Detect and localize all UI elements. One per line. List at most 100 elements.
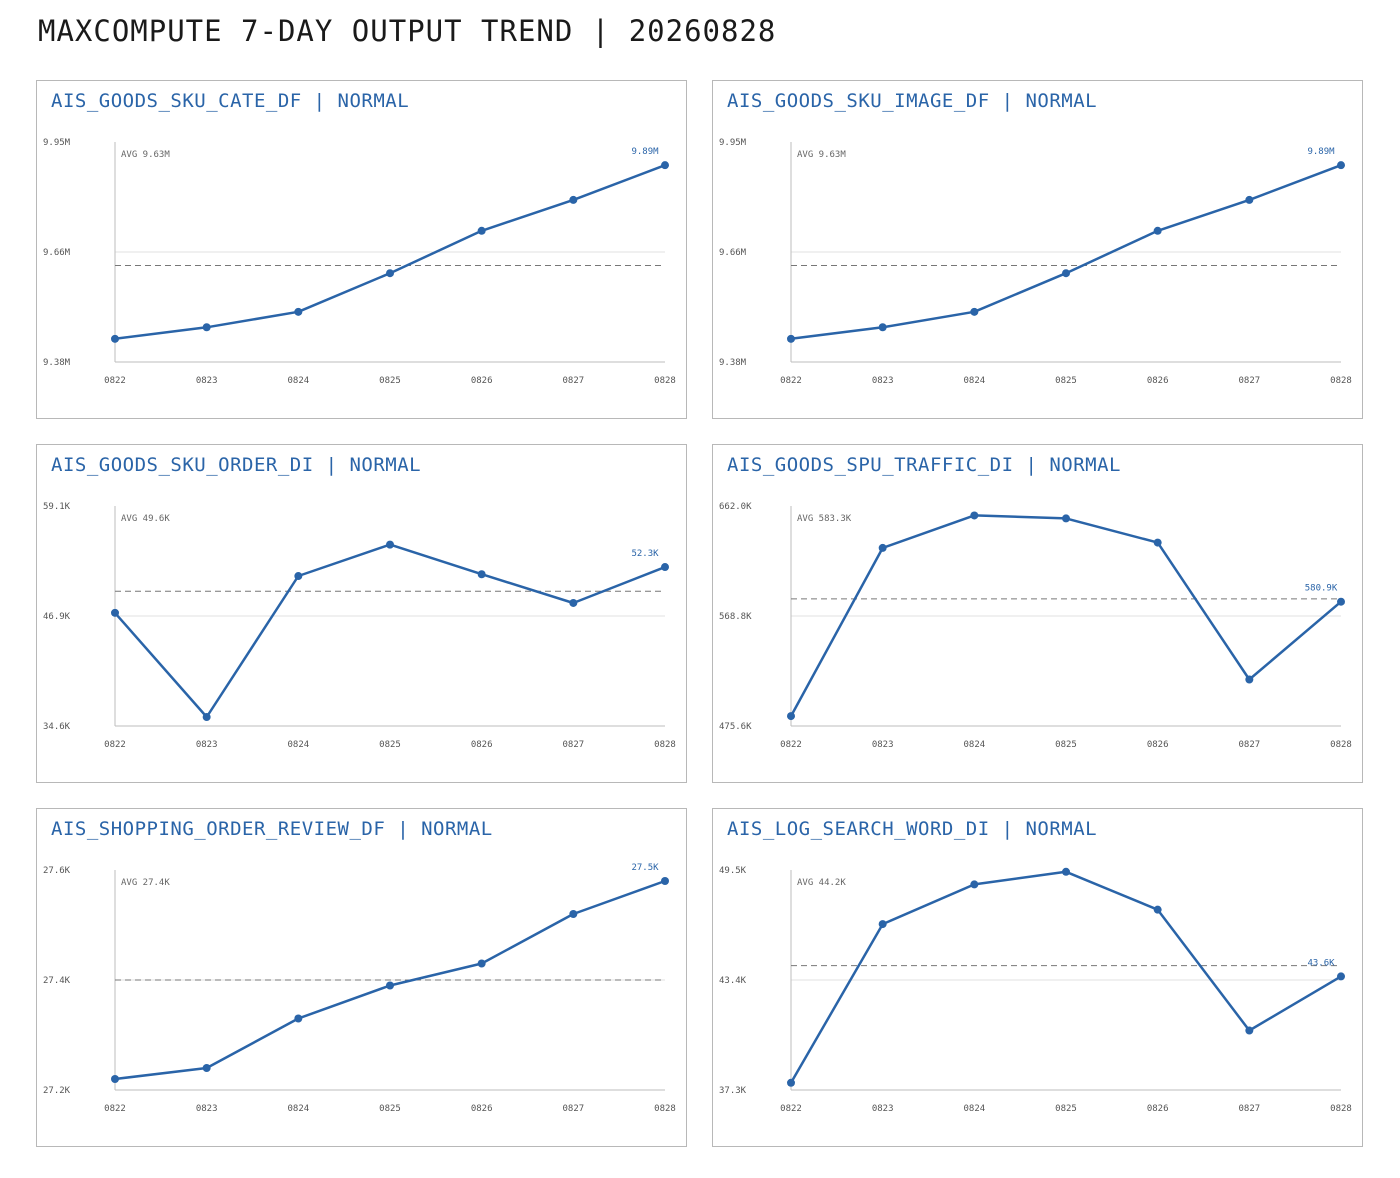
- y-tick-label: 9.95M: [719, 138, 747, 148]
- x-tick-label: 0824: [287, 376, 309, 386]
- average-label: AVG 27.4K: [121, 878, 170, 888]
- x-tick-label: 0826: [1147, 376, 1169, 386]
- average-label: AVG 9.63M: [797, 150, 846, 160]
- data-point: [569, 598, 578, 607]
- data-point: [569, 195, 578, 204]
- chart-title: AIS_GOODS_SPU_TRAFFIC_DI | NORMAL: [727, 454, 1121, 476]
- chart-title: AIS_GOODS_SKU_IMAGE_DF | NORMAL: [727, 90, 1098, 112]
- x-tick-label: 0824: [287, 1104, 309, 1114]
- x-tick-label: 0826: [471, 740, 493, 750]
- x-tick-label: 0822: [104, 740, 126, 750]
- x-tick-label: 0828: [1330, 740, 1352, 750]
- data-point: [1337, 597, 1345, 606]
- chart-panel: AIS_GOODS_SKU_IMAGE_DF | NORMAL 9.95M 9.66…: [712, 80, 1363, 419]
- y-tick-label: 568.8K: [719, 612, 752, 622]
- chart-title: AIS_GOODS_SKU_CATE_DF | NORMAL: [51, 90, 410, 112]
- y-tick-label: 475.6K: [719, 722, 752, 732]
- data-point: [477, 226, 486, 235]
- data-point: [970, 880, 979, 889]
- data-point: [386, 540, 394, 549]
- x-tick-label: 0823: [872, 376, 894, 386]
- chart-title: AIS_SHOPPING_ORDER_REVIEW_DF | NORMAL: [51, 818, 493, 840]
- y-tick-label: 49.5K: [719, 866, 747, 876]
- x-tick-label: 0825: [379, 1104, 401, 1114]
- y-tick-label: 9.38M: [719, 358, 747, 368]
- x-tick-label: 0824: [287, 740, 309, 750]
- data-point: [477, 959, 486, 968]
- x-tick-label: 0825: [1055, 1104, 1077, 1114]
- last-value-label: 580.9K: [1305, 584, 1338, 594]
- data-point: [202, 713, 211, 722]
- data-point: [661, 563, 669, 572]
- x-tick-label: 0824: [963, 376, 985, 386]
- data-point: [1153, 538, 1162, 547]
- x-tick-label: 0826: [1147, 740, 1169, 750]
- x-tick-label: 0822: [780, 376, 802, 386]
- data-point: [1153, 905, 1162, 914]
- line-chart: 49.5K 43.4K 37.3K 0822 0823 0824 0825 0826 0827 0…: [719, 866, 1352, 1114]
- data-point: [878, 920, 887, 929]
- chart-panel: AIS_GOODS_SKU_CATE_DF | NORMAL 9.95M 9.66M…: [36, 80, 687, 419]
- data-point: [878, 323, 887, 332]
- x-tick-label: 0823: [196, 376, 218, 386]
- x-tick-label: 0827: [562, 740, 584, 750]
- data-point: [1337, 161, 1345, 170]
- y-tick-label: 27.6K: [43, 866, 71, 876]
- data-point: [1245, 1026, 1254, 1035]
- data-point: [878, 543, 887, 552]
- data-point: [970, 307, 979, 316]
- data-point: [1062, 514, 1070, 523]
- x-tick-label: 0827: [1238, 376, 1260, 386]
- data-point: [111, 334, 119, 343]
- average-label: AVG 583.3K: [797, 514, 852, 524]
- chart-panel: AIS_GOODS_SPU_TRAFFIC_DI | NORMAL 662.0K 5…: [712, 444, 1363, 783]
- data-point: [1245, 675, 1254, 684]
- data-point: [1062, 867, 1070, 876]
- y-tick-label: 9.38M: [43, 358, 71, 368]
- x-tick-label: 0826: [471, 376, 493, 386]
- data-point: [787, 334, 795, 343]
- data-point: [787, 712, 795, 721]
- x-tick-label: 0822: [104, 1104, 126, 1114]
- average-label: AVG 9.63M: [121, 150, 170, 160]
- average-label: AVG 49.6K: [121, 514, 170, 524]
- chart-title: AIS_LOG_SEARCH_WORD_DI | NORMAL: [727, 818, 1098, 840]
- x-tick-label: 0827: [1238, 740, 1260, 750]
- data-point: [569, 910, 578, 918]
- last-value-label: 27.5K: [631, 863, 659, 873]
- series-line: [789, 870, 1342, 1084]
- x-tick-label: 0828: [654, 376, 676, 386]
- page-title: MAXCOMPUTE 7-DAY OUTPUT TREND | 20260828: [38, 14, 777, 48]
- data-point: [477, 570, 486, 579]
- data-point: [661, 877, 669, 885]
- data-point: [111, 1075, 119, 1083]
- x-tick-label: 0827: [1238, 1104, 1260, 1114]
- y-tick-label: 27.2K: [43, 1086, 71, 1096]
- series-line: [114, 543, 666, 719]
- last-value-label: 52.3K: [631, 549, 659, 559]
- data-point: [661, 161, 669, 170]
- data-point: [1337, 972, 1345, 981]
- x-tick-label: 0822: [780, 1104, 802, 1114]
- x-tick-label: 0822: [104, 376, 126, 386]
- data-point: [294, 307, 303, 316]
- x-tick-label: 0826: [1147, 1104, 1169, 1114]
- last-value-label: 9.89M: [631, 147, 659, 157]
- y-tick-label: 34.6K: [43, 722, 71, 732]
- chart-title: AIS_GOODS_SKU_ORDER_DI | NORMAL: [51, 454, 422, 476]
- y-tick-label: 46.9K: [43, 612, 71, 622]
- x-tick-label: 0828: [1330, 376, 1352, 386]
- x-tick-label: 0828: [1330, 1104, 1352, 1114]
- x-tick-label: 0826: [471, 1104, 493, 1114]
- data-point: [1153, 226, 1162, 235]
- x-tick-label: 0822: [780, 740, 802, 750]
- x-tick-label: 0827: [562, 1104, 584, 1114]
- x-tick-label: 0825: [379, 376, 401, 386]
- data-point: [202, 1064, 211, 1072]
- last-value-label: 9.89M: [1307, 147, 1335, 157]
- x-tick-label: 0828: [654, 740, 676, 750]
- x-tick-label: 0825: [1055, 376, 1077, 386]
- line-chart: 59.1K 46.9K 34.6K 0822 0823 0824 0825 0826 0827 0…: [43, 502, 676, 750]
- x-tick-label: 0823: [872, 1104, 894, 1114]
- y-tick-label: 662.0K: [719, 502, 752, 512]
